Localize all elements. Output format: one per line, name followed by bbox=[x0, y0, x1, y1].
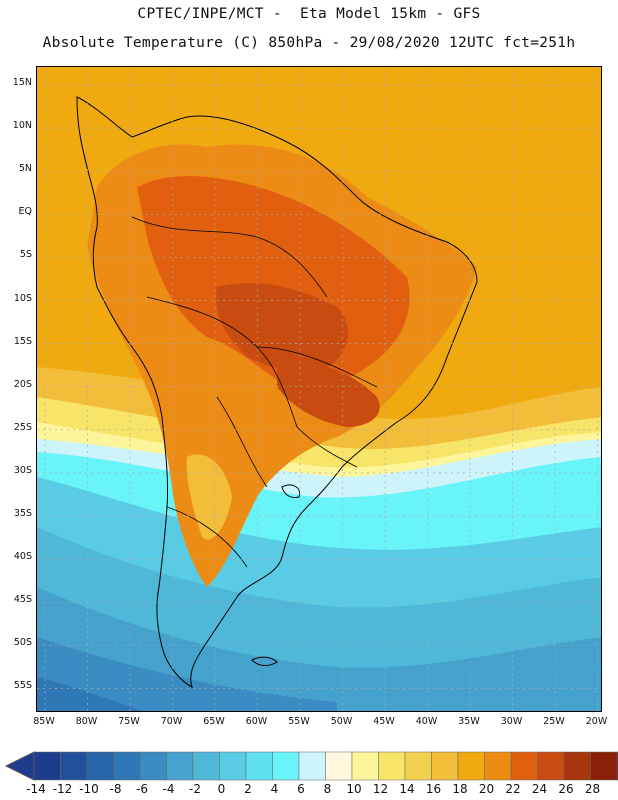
colorbar-swatch bbox=[245, 751, 273, 781]
colorbar-tick-label: 22 bbox=[505, 782, 521, 796]
chart-title-line1: CPTEC/INPE/MCT - Eta Model 15km - GFS bbox=[137, 6, 481, 22]
land-hottest bbox=[216, 283, 348, 372]
colorbar-swatch bbox=[33, 751, 61, 781]
colorbar-swatch bbox=[113, 751, 141, 781]
falkland-islands bbox=[251, 656, 278, 666]
land-hottest-south bbox=[277, 363, 380, 427]
colorbar-tick-label: -14 bbox=[26, 782, 46, 796]
lat-label: 50S bbox=[13, 637, 32, 649]
south-america-coastline bbox=[76, 96, 478, 688]
lagoon bbox=[281, 484, 301, 498]
colorbar-tick-label: 10 bbox=[346, 782, 362, 796]
lat-label: 20S bbox=[13, 378, 32, 390]
colorbar-swatch bbox=[192, 751, 220, 781]
colorbar-swatch bbox=[510, 751, 538, 781]
colorbar-tick-label: 24 bbox=[531, 782, 548, 796]
lon-label: 20W bbox=[585, 716, 608, 727]
lon-label: 35W bbox=[458, 716, 480, 727]
continent-heat bbox=[87, 144, 477, 588]
colorbar-tick-label: 2 bbox=[244, 782, 252, 796]
chart-title-line2: Absolute Temperature (C) 850hPa - 29/08/… bbox=[42, 35, 576, 51]
colorbar-swatch bbox=[60, 751, 88, 781]
lat-label: 10S bbox=[13, 292, 32, 304]
colorbar-swatch bbox=[139, 751, 167, 781]
colorbar-tick-label: 20 bbox=[478, 782, 495, 796]
lon-label: 45W bbox=[373, 716, 395, 727]
lon-label: 25W bbox=[543, 716, 565, 727]
colorbar-tick-label: 28 bbox=[584, 782, 601, 796]
map-canvas bbox=[37, 67, 601, 711]
colorbar-tick-label: 18 bbox=[452, 782, 468, 796]
country-borders bbox=[131, 216, 378, 568]
colorbar-swatch bbox=[431, 751, 459, 781]
colorbar-swatch bbox=[404, 751, 432, 781]
temperature-map bbox=[36, 66, 602, 712]
lat-label: 55S bbox=[13, 680, 32, 692]
lon-label: 85W bbox=[33, 716, 55, 727]
colorbar-tick-label: 8 bbox=[323, 782, 332, 796]
lat-label: 35S bbox=[13, 508, 32, 519]
lat-label: 40S bbox=[13, 551, 32, 563]
colorbar-tick-label: -10 bbox=[79, 782, 99, 796]
colorbar-swatch bbox=[219, 751, 247, 781]
colorbar-tick-label: 0 bbox=[217, 782, 226, 796]
lon-label: 30W bbox=[500, 716, 523, 727]
andes-cool bbox=[186, 454, 232, 540]
colorbar-swatch bbox=[272, 751, 300, 781]
lat-label: 5N bbox=[18, 163, 32, 175]
colorbar-swatch bbox=[590, 751, 618, 781]
colorbar-tick-label: 4 bbox=[270, 782, 279, 796]
lon-label: 60W bbox=[245, 716, 268, 727]
colorbar-tick-label: 14 bbox=[399, 782, 415, 796]
colorbar-tick-label: 16 bbox=[425, 782, 442, 796]
lat-label: EQ bbox=[18, 206, 32, 218]
band-m6 bbox=[37, 637, 337, 711]
lat-label: 5S bbox=[19, 249, 32, 261]
colorbar-tick-label: 12 bbox=[372, 782, 389, 796]
colorbar-tick-label: -12 bbox=[52, 782, 73, 796]
lon-label: 70W bbox=[160, 716, 183, 727]
colorbar-swatch bbox=[537, 751, 565, 781]
colorbar-swatch bbox=[378, 751, 406, 781]
colorbar bbox=[4, 751, 618, 781]
lon-label: 80W bbox=[75, 716, 98, 727]
colorbar-swatch bbox=[86, 751, 114, 781]
lat-label: 25S bbox=[13, 421, 32, 433]
colorbar-tick-label: -4 bbox=[162, 782, 175, 796]
colorbar-tick-label: -6 bbox=[136, 782, 148, 796]
colorbar-tick-label: -2 bbox=[189, 782, 201, 796]
lat-label: 45S bbox=[13, 594, 32, 606]
colorbar-swatch bbox=[166, 751, 194, 781]
colorbar-tick-label: 6 bbox=[297, 782, 305, 796]
lon-label: 55W bbox=[288, 716, 310, 727]
lat-label: 15S bbox=[13, 335, 32, 347]
colorbar-swatch bbox=[563, 751, 591, 781]
lon-label: 65W bbox=[203, 716, 225, 727]
gridlines bbox=[37, 67, 601, 711]
lon-label: 50W bbox=[330, 716, 353, 727]
colorbar-swatch bbox=[325, 751, 353, 781]
lat-label: 30S bbox=[13, 464, 32, 476]
lon-label: 40W bbox=[415, 716, 438, 727]
colorbar-tick-label: -8 bbox=[109, 782, 122, 796]
colorbar-swatch bbox=[457, 751, 485, 781]
lat-label: 15N bbox=[12, 77, 32, 88]
band-m8 bbox=[37, 677, 142, 711]
colorbar-swatch bbox=[484, 751, 512, 781]
colorbar-tick-label: 26 bbox=[558, 782, 574, 796]
colorbar-min-arrow bbox=[4, 751, 35, 781]
colorbar-swatch bbox=[351, 751, 379, 781]
lon-label: 75W bbox=[118, 716, 140, 727]
lat-label: 10N bbox=[12, 120, 32, 132]
colorbar-swatch bbox=[298, 751, 326, 781]
